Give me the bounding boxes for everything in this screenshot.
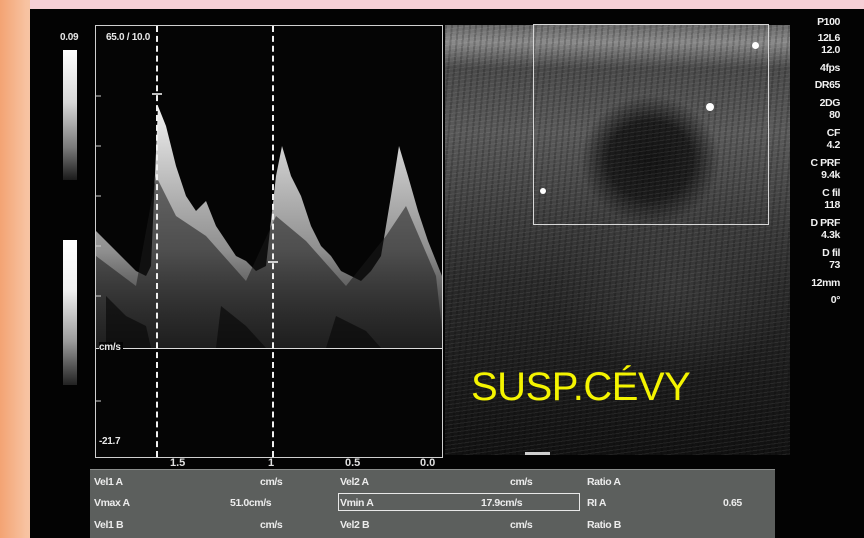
doppler-baseline <box>96 348 442 349</box>
meas-value: cm/s <box>260 476 283 488</box>
meas-label: Vel2 A <box>340 476 369 488</box>
bmode-image <box>445 25 790 455</box>
color-map-bar <box>63 240 77 385</box>
param: D PRF <box>810 216 840 229</box>
echo-spot <box>540 188 546 194</box>
color-roi-box <box>533 24 769 225</box>
param: 12mm <box>811 276 840 289</box>
doppler-spectrum-panel: 65.0 / 10.0 cm/s -21.7 <box>95 25 443 458</box>
meas-label: Vel1 A <box>94 476 123 488</box>
x-tick: 0.0 <box>420 457 436 469</box>
scanner-parameters: P100 12L6 12.0 4fps DR65 2DG 80 CF 4.2 C… <box>790 16 840 307</box>
param: 4.3k <box>821 229 840 241</box>
echo-spot <box>706 103 714 111</box>
param: CF <box>826 126 841 139</box>
tissue-speckle <box>445 25 790 455</box>
meas-value: cm/s <box>260 519 283 531</box>
meas-value: 0.65 <box>723 497 742 509</box>
x-tick: 0.5 <box>345 457 361 469</box>
param: 118 <box>824 199 840 211</box>
scale-top-value: 0.09 <box>60 32 79 43</box>
meas-label: Ratio A <box>587 476 621 488</box>
cursor-line-1 <box>156 26 158 457</box>
meas-label: Vel1 B <box>94 519 124 531</box>
baseline-unit: cm/s <box>99 342 123 353</box>
meas-label: Vel2 B <box>340 519 370 531</box>
depth-marker <box>525 452 550 455</box>
meas-label: RI A <box>587 497 607 509</box>
param: P100 <box>817 16 840 28</box>
meas-label: Ratio B <box>587 519 621 531</box>
gray-map-bar <box>63 50 77 180</box>
meas-value: 51.0cm/s <box>230 497 272 509</box>
meas-label: Vmax A <box>94 497 130 509</box>
meas-label: Vmin A <box>340 497 374 509</box>
x-tick: 1.5 <box>170 457 186 469</box>
x-tick: 1 <box>268 457 275 469</box>
annotation-text: SUSP.CÉVY <box>471 365 691 409</box>
param: 9.4k <box>821 169 840 181</box>
param: 4fps <box>820 61 840 74</box>
selected-measurement-box <box>338 493 580 511</box>
param: 12.0 <box>821 44 840 56</box>
param: D fil <box>822 246 840 259</box>
param: C fil <box>822 186 840 199</box>
meas-value: cm/s <box>510 519 533 531</box>
measurement-table: Vel1 A cm/s Vel2 A cm/s Ratio A Vmax A 5… <box>90 469 775 538</box>
param: 2DG <box>819 96 841 109</box>
echo-spot <box>752 42 759 49</box>
meas-value: 17.9cm/s <box>481 497 523 509</box>
param: 73 <box>829 259 840 271</box>
velocity-min-label: -21.7 <box>99 436 121 447</box>
cursor-line-2 <box>272 26 274 457</box>
param: 12L6 <box>817 31 841 44</box>
param: DR65 <box>814 79 841 91</box>
doppler-waveform <box>96 93 442 402</box>
param: 4.2 <box>826 139 841 151</box>
param: C PRF <box>810 156 840 169</box>
top-strip <box>30 0 864 9</box>
meas-value: cm/s <box>510 476 533 488</box>
param: 0° <box>830 294 841 306</box>
doppler-header: 65.0 / 10.0 <box>106 32 150 43</box>
param: 80 <box>829 109 840 121</box>
